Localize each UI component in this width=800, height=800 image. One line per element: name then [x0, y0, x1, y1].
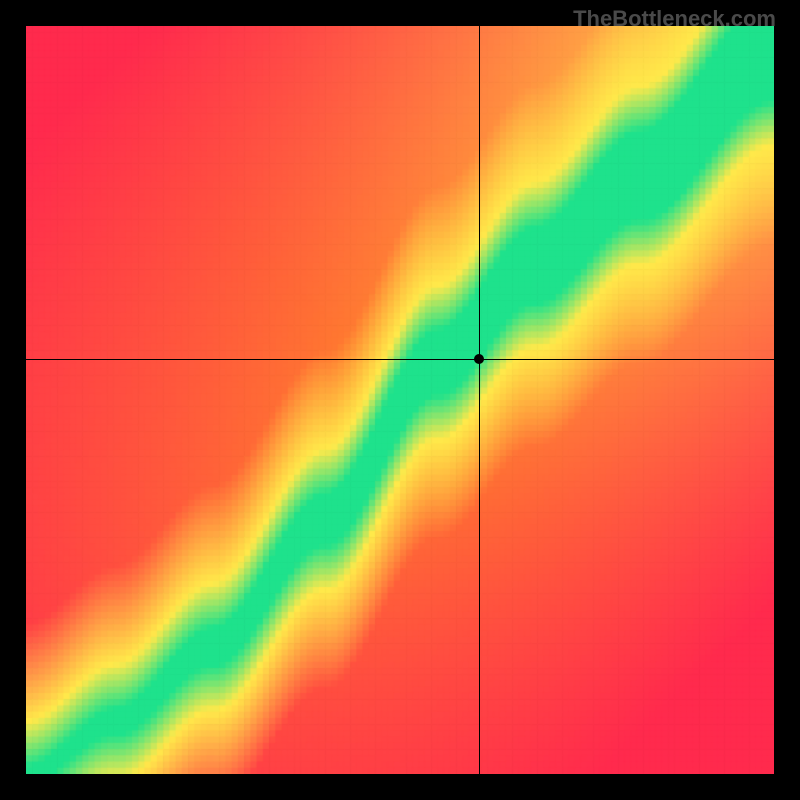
watermark-label: TheBottleneck.com — [573, 6, 776, 32]
crosshair-vertical — [479, 26, 480, 774]
crosshair-horizontal — [26, 359, 774, 360]
heatmap-canvas — [26, 26, 774, 774]
crosshair-marker — [474, 354, 484, 364]
heatmap-plot — [26, 26, 774, 774]
